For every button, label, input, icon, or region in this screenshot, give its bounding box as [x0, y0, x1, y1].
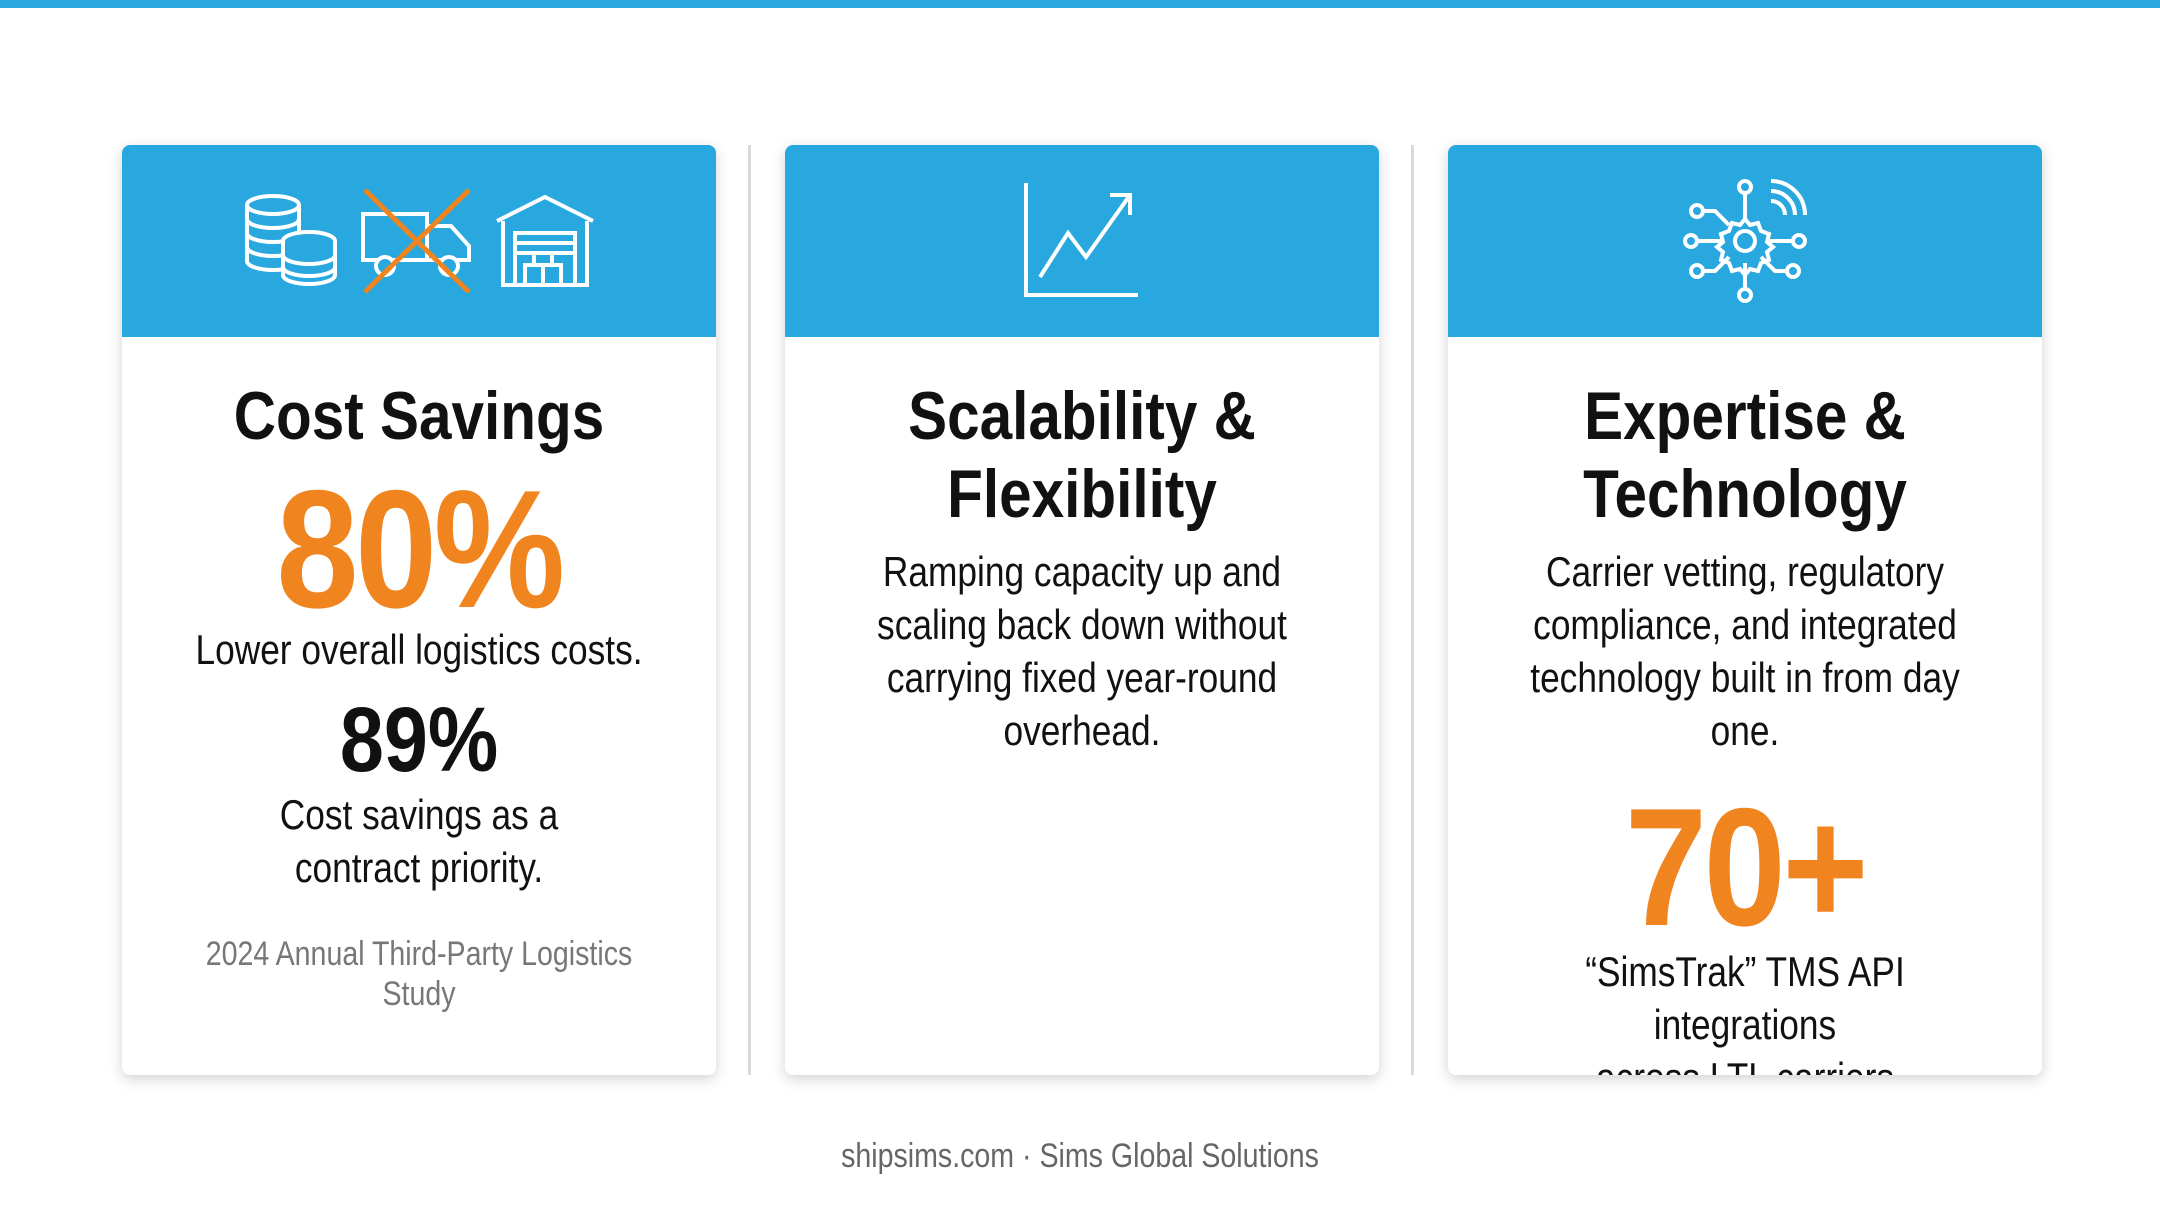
truck-crossed-out-icon — [359, 186, 475, 296]
card-title-line: Technology — [1583, 456, 1907, 532]
card-divider — [1411, 145, 1414, 1075]
primary-stat: 80% — [276, 455, 565, 643]
card-header — [785, 145, 1379, 337]
primary-stat: 70+ — [1624, 773, 1869, 961]
secondary-stat-caption-line: Cost savings as a — [279, 791, 559, 838]
card-body: Scalability & Flexibility Ramping capaci… — [785, 337, 1379, 757]
body-text-line: overhead. — [1003, 707, 1161, 754]
body-text-line: carrying fixed year-round — [886, 654, 1278, 701]
card-cost-savings: Cost Savings 80% Lower overall logistics… — [122, 145, 716, 1075]
card-body: Expertise & Technology Carrier vetting, … — [1448, 337, 2042, 1075]
card-header — [122, 145, 716, 337]
primary-stat-caption-line: “SimsTrak” TMS API integrations — [1585, 948, 1905, 1048]
primary-stat-caption-line: across LTL carriers — [1496, 1051, 1995, 1075]
footer-credit: shipsims.com · Sims Global Solutions — [841, 1137, 1319, 1175]
card-title: Cost Savings — [233, 378, 605, 454]
secondary-stat-caption-line: contract priority. — [294, 844, 544, 891]
card-title-line: Scalability & — [908, 378, 1256, 454]
card-expertise: Expertise & Technology Carrier vetting, … — [1448, 145, 2042, 1075]
body-text-line: scaling back down without — [877, 601, 1287, 648]
warehouse-icon — [493, 191, 597, 291]
card-scalability: Scalability & Flexibility Ramping capaci… — [785, 145, 1379, 1075]
body-text-line: compliance, and integrated — [1533, 601, 1957, 648]
top-accent-bar — [0, 0, 2160, 8]
source-citation: 2024 Annual Third-Party Logistics Study — [205, 935, 633, 1013]
card-divider — [748, 145, 751, 1075]
coins-stack-icon — [241, 191, 341, 291]
secondary-stat: 89% — [339, 689, 499, 791]
body-text-line: Ramping capacity up and — [882, 548, 1282, 595]
body-text-line: technology built in from day one. — [1530, 654, 1960, 754]
card-title-line: Expertise & — [1584, 378, 1906, 454]
card-header — [1448, 145, 2042, 337]
card-title-line: Flexibility — [947, 456, 1217, 532]
gear-network-icon — [1675, 171, 1815, 311]
primary-stat-caption: Lower overall logistics costs. — [195, 626, 643, 673]
body-text-line: Carrier vetting, regulatory — [1545, 548, 1945, 595]
card-body: Cost Savings 80% Lower overall logistics… — [122, 337, 716, 1014]
growth-chart-icon — [1022, 181, 1142, 301]
